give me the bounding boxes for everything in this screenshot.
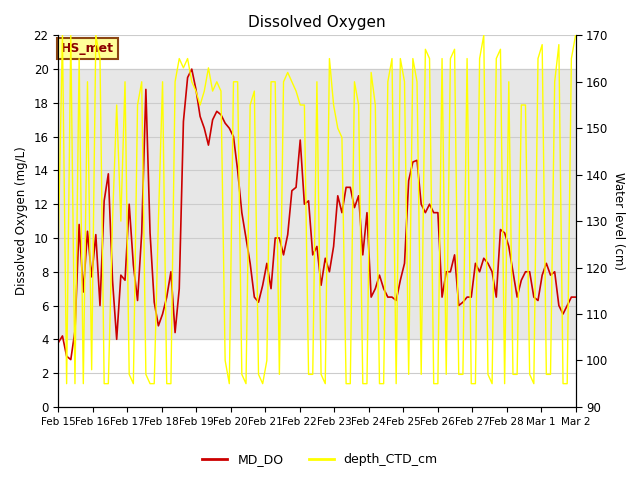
Y-axis label: Dissolved Oxygen (mg/L): Dissolved Oxygen (mg/L) bbox=[15, 147, 28, 296]
Text: HS_met: HS_met bbox=[61, 42, 114, 55]
Bar bbox=[58, 69, 575, 339]
Y-axis label: Water level (cm): Water level (cm) bbox=[612, 172, 625, 270]
Title: Dissolved Oxygen: Dissolved Oxygen bbox=[248, 15, 386, 30]
Legend: MD_DO, depth_CTD_cm: MD_DO, depth_CTD_cm bbox=[197, 448, 443, 471]
